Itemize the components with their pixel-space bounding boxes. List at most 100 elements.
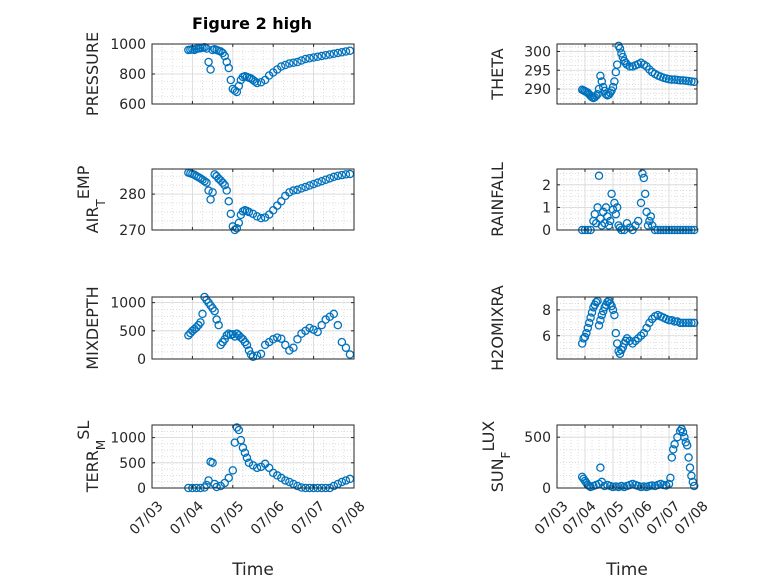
data-point <box>638 169 647 178</box>
data-point <box>212 482 221 492</box>
data-point <box>204 186 213 195</box>
data-point <box>596 463 605 472</box>
data-point <box>687 471 696 481</box>
data-point <box>293 481 302 491</box>
data-point <box>202 44 211 53</box>
y-tick-label: 800 <box>119 67 146 83</box>
data-point <box>333 320 343 330</box>
data-point <box>285 477 294 487</box>
data-point <box>610 198 619 208</box>
axes-box <box>556 168 698 231</box>
y-axis-label: PRESSURE <box>83 32 102 116</box>
axes-box <box>556 43 698 105</box>
data-point <box>208 458 217 468</box>
data-point <box>594 321 604 330</box>
data-point <box>234 425 244 435</box>
data-point <box>667 453 677 462</box>
data-point <box>594 171 604 181</box>
data-point <box>277 62 286 71</box>
data-point <box>689 318 699 328</box>
data-point <box>684 76 693 86</box>
data-point <box>607 189 616 199</box>
data-point <box>597 77 607 86</box>
data-point <box>252 78 262 88</box>
y-axis-label: THETA <box>488 48 507 100</box>
data-point <box>643 221 653 230</box>
data-point <box>611 328 621 338</box>
data-point <box>610 77 619 86</box>
data-point <box>580 332 590 342</box>
data-point <box>301 182 310 192</box>
data-point <box>212 315 221 324</box>
data-point <box>682 441 692 450</box>
data-point <box>615 44 625 53</box>
data-point <box>689 481 699 491</box>
x-axis-label: Time <box>231 560 274 580</box>
data-point <box>583 323 593 333</box>
data-point <box>204 476 213 485</box>
data-point <box>289 186 298 195</box>
data-point <box>293 335 302 344</box>
data-point <box>305 54 314 63</box>
data-point <box>687 77 696 86</box>
data-point <box>196 318 205 327</box>
data-point <box>664 315 674 325</box>
data-point <box>242 453 252 463</box>
data-point <box>222 331 231 340</box>
y-axis-label: MIXDEPTH <box>83 286 102 369</box>
data-point <box>222 186 231 195</box>
data-point <box>202 480 211 490</box>
data-point <box>309 179 318 189</box>
data-point <box>224 197 234 206</box>
data-point <box>202 178 211 187</box>
data-point <box>293 57 302 67</box>
data-point <box>664 75 674 84</box>
axes-box <box>556 424 698 489</box>
data-point <box>681 318 691 328</box>
data-point <box>313 52 322 62</box>
data-point <box>210 306 219 316</box>
data-point <box>329 172 339 182</box>
data-point <box>587 308 597 317</box>
data-point <box>670 440 679 449</box>
y-axis-label: H2OMIXRA <box>488 285 507 371</box>
data-point <box>218 178 227 187</box>
axes-box <box>151 296 355 360</box>
y-tick-label: 0 <box>137 481 146 497</box>
data-point <box>582 328 591 338</box>
y-tick-label: 8 <box>542 303 551 319</box>
data-point <box>625 62 635 71</box>
y-tick-label: 2 <box>542 178 551 194</box>
y-tick-label: 1 <box>542 200 551 216</box>
y-tick-label: 300 <box>524 45 551 61</box>
data-point <box>684 453 693 462</box>
data-point <box>281 340 290 350</box>
data-point <box>281 476 290 485</box>
data-point <box>317 51 326 61</box>
data-point <box>329 49 339 59</box>
data-point <box>633 216 643 226</box>
axes-box <box>151 168 355 231</box>
data-point <box>603 212 612 221</box>
data-point <box>198 309 207 319</box>
data-point <box>639 173 649 183</box>
y-tick-label: 290 <box>524 82 551 98</box>
y-tick-label: 270 <box>119 223 146 239</box>
data-point <box>678 76 688 85</box>
data-point <box>244 207 254 217</box>
data-point <box>252 463 262 473</box>
data-point <box>667 75 677 84</box>
data-point <box>596 315 605 325</box>
data-point <box>256 78 266 87</box>
data-point <box>594 84 604 94</box>
data-point <box>608 305 618 315</box>
data-point <box>622 218 632 228</box>
axes-pressure: 600 800 1000 PRESSURE <box>83 32 355 116</box>
data-point <box>685 463 695 472</box>
data-point <box>636 331 646 340</box>
data-point <box>631 221 640 230</box>
data-point <box>305 181 314 190</box>
axes-mixdepth: 0 500 1000 MIXDEPTH <box>83 286 355 370</box>
data-point <box>337 48 347 57</box>
